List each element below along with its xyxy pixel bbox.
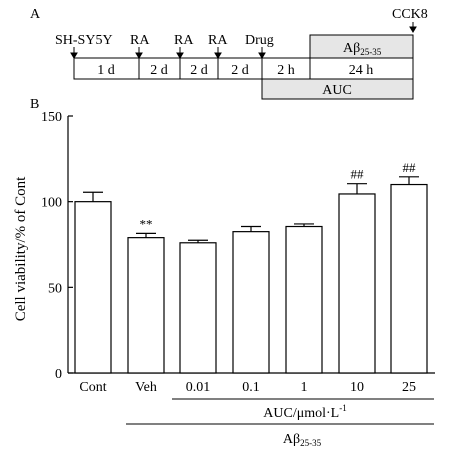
x-tick-label: 1 [301,380,308,395]
significance-mark: ## [351,167,365,182]
arrowhead-ra-1 [135,52,143,59]
event-drug: Drug [245,33,274,48]
segment-label-6: 24 h [349,63,374,78]
chart-group-labels: AUC/μmol·L-1 Aβ25-35 [126,398,434,448]
y-tick-label: 0 [55,367,62,382]
timeline-bar [73,57,414,80]
y-tick-label: 100 [41,196,62,211]
arrowhead-cck8 [409,26,417,33]
bar-0.1 [232,231,270,374]
segment-label-2: 2 d [150,63,168,78]
bar-Veh [127,237,165,374]
bar-Cont [74,201,112,374]
arrowhead-drug [258,52,266,59]
event-ra-3: RA [208,33,228,48]
chart-bars [74,183,428,374]
bar-0.01 [179,242,217,374]
segment-label-5: 2 h [277,63,295,78]
segment-label-3: 2 d [190,63,208,78]
abeta-group-label: Aβ25-35 [283,432,322,448]
abeta-box-label: Aβ25-35 [343,41,382,57]
arrowhead-ra-2 [176,52,184,59]
chart-error-bars [83,176,419,243]
auc-group-label: AUC/μmol·L-1 [263,403,346,421]
significance-mark: ** [140,216,153,231]
auc-box-label: AUC [322,83,352,98]
timeline-segment-labels: 1 d 2 d 2 d 2 d 2 h 24 h [97,63,373,78]
arrowhead-sh-sy5y [70,52,78,59]
significance-mark: ## [403,160,417,175]
panel-b-label: B [30,97,39,112]
event-sh-sy5y: SH-SY5Y [55,33,113,48]
event-ra-1: RA [130,33,150,48]
event-ra-2: RA [174,33,194,48]
bar-chart: 0 50 100 150 ** ## ## Cont Veh 0.01 0.1 1 10 25 AUC… [41,110,435,448]
x-tick-label: 25 [402,380,416,395]
bar-25 [390,183,428,374]
chart-x-tick-labels: Cont Veh 0.01 0.1 1 10 25 [79,380,416,395]
y-tick-label: 150 [41,110,62,125]
x-tick-label: 0.01 [186,380,211,395]
x-tick-label: Cont [79,380,106,395]
x-tick-label: 0.1 [242,380,260,395]
timeline-arrows [70,22,417,59]
chart-significance-marks: ** ## ## [140,160,417,232]
segment-label-1: 1 d [97,63,115,78]
arrowhead-ra-3 [214,52,222,59]
x-tick-label: 10 [350,380,364,395]
event-cck8: CCK8 [392,7,428,22]
y-axis-label: Cell viability/% of Cont [13,176,29,321]
segment-label-4: 2 d [231,63,249,78]
auc-treatment-box [261,78,414,100]
bar-1 [285,225,323,374]
panel-a-label: A [30,7,41,22]
y-tick-label: 50 [48,281,62,296]
bar-10 [338,193,376,374]
x-tick-label: Veh [135,380,157,395]
timeline-event-labels: SH-SY5Y RA RA RA Drug CCK8 [55,7,428,48]
